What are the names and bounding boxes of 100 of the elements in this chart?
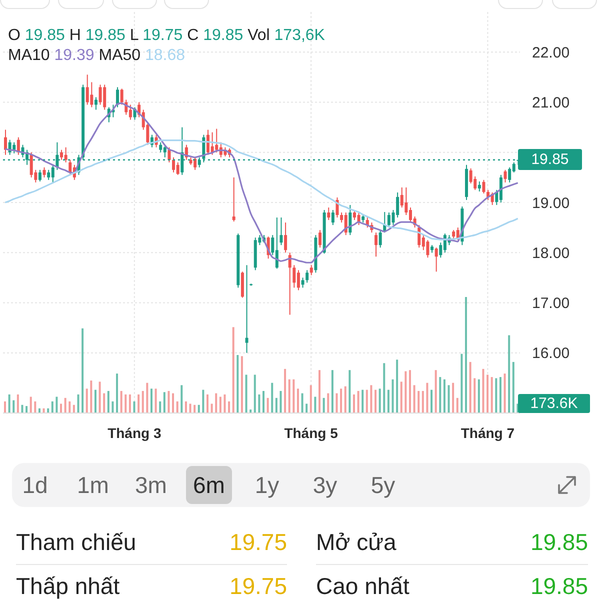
bar — [172, 393, 174, 413]
candlestick — [404, 186, 408, 216]
bar — [331, 370, 334, 413]
ref-line-label: 19.85 — [518, 149, 582, 170]
bar — [103, 393, 106, 413]
candlestick — [426, 240, 430, 258]
candlestick — [292, 264, 296, 288]
candlestick — [232, 176, 236, 222]
bar — [8, 394, 10, 413]
candlestick — [103, 84, 106, 110]
candlestick — [4, 129, 7, 156]
candlestick — [215, 128, 218, 153]
bar — [456, 398, 458, 413]
y-tick-label: 18.00 — [532, 244, 570, 262]
candlestick — [396, 192, 400, 218]
bar — [422, 390, 424, 413]
bar — [107, 390, 110, 413]
candlestick — [90, 82, 94, 108]
bar — [408, 370, 411, 413]
candlestick — [284, 222, 288, 254]
candlestick — [116, 86, 120, 108]
text: 173.6K — [518, 394, 590, 414]
bar — [159, 401, 162, 413]
bar — [336, 393, 338, 413]
candlestick — [42, 166, 46, 178]
bar — [284, 368, 286, 413]
bar — [12, 400, 15, 413]
bar — [430, 390, 433, 413]
bar — [150, 388, 152, 413]
bar — [77, 394, 80, 413]
candlestick — [98, 84, 102, 106]
text: 19.85 — [530, 573, 588, 599]
candlestick — [38, 169, 42, 182]
bar — [176, 401, 178, 413]
candlestick — [499, 174, 502, 203]
bar — [51, 401, 54, 413]
bar — [224, 394, 226, 413]
bar — [30, 396, 32, 413]
bar — [254, 374, 256, 413]
bar — [434, 370, 437, 413]
candlestick — [331, 209, 334, 226]
bar — [306, 404, 308, 413]
bar — [314, 396, 316, 413]
bar — [392, 379, 394, 413]
text: 19.75 — [229, 573, 287, 599]
bar — [180, 385, 183, 413]
bar — [288, 379, 290, 413]
bar — [72, 404, 75, 413]
bar — [133, 401, 136, 413]
bar — [146, 382, 148, 413]
bar — [478, 379, 480, 413]
bar — [469, 362, 472, 413]
bar — [327, 393, 330, 413]
bar — [418, 390, 420, 413]
bar — [4, 401, 6, 413]
candlestick — [245, 264, 248, 354]
text: Thấp nhất — [16, 573, 120, 600]
candlestick — [478, 180, 481, 192]
candlestick — [280, 217, 283, 246]
bar — [400, 382, 402, 413]
candlestick — [482, 179, 486, 194]
bar — [228, 401, 230, 413]
bar — [348, 370, 351, 413]
bar — [189, 404, 192, 413]
bar — [439, 377, 442, 413]
bar — [232, 327, 234, 413]
bar — [64, 398, 66, 413]
bar — [215, 393, 218, 413]
bar — [413, 385, 416, 413]
candlestick — [60, 149, 64, 160]
bar — [448, 385, 450, 413]
bar — [154, 388, 157, 413]
bar — [245, 374, 248, 413]
y-tick-label: 21.00 — [532, 94, 570, 112]
text: Cao nhất — [316, 573, 410, 600]
candlestick — [86, 74, 89, 106]
bar — [318, 370, 321, 413]
bar — [275, 398, 278, 413]
bar — [340, 388, 342, 413]
y-tick-label: 19.00 — [532, 194, 570, 212]
bar — [98, 382, 101, 413]
bar — [271, 382, 274, 413]
bar — [378, 388, 381, 413]
bar — [142, 390, 144, 413]
candlestick — [68, 159, 72, 176]
x-tick-label: Tháng 5 — [284, 424, 338, 441]
bar — [258, 394, 260, 413]
candlestick — [47, 169, 50, 180]
bar — [262, 390, 264, 413]
bar — [357, 390, 360, 413]
text: Mở cửa — [316, 529, 396, 556]
bar — [508, 335, 510, 413]
candlestick — [168, 146, 171, 163]
bar — [296, 388, 299, 413]
bar — [460, 354, 463, 413]
bar — [344, 386, 346, 413]
candlestick — [327, 206, 330, 221]
candlestick — [120, 88, 124, 106]
text: 5y — [370, 472, 396, 498]
bar — [124, 394, 127, 413]
